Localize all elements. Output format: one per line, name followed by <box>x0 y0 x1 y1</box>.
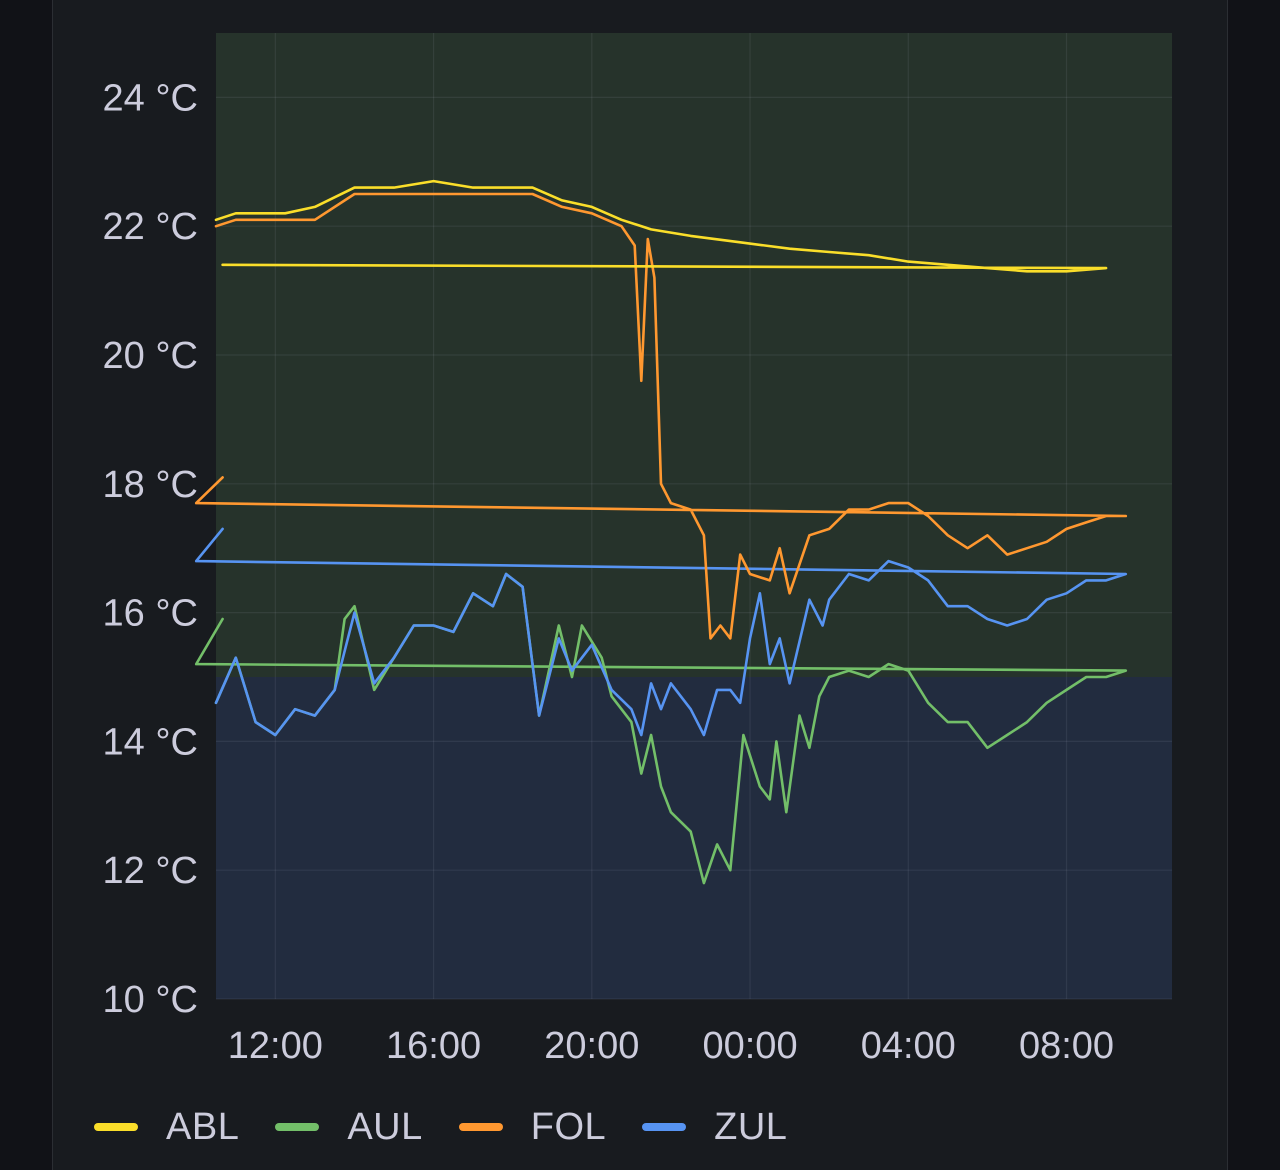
legend-label-abl: ABL <box>166 1105 240 1148</box>
series-line-zul <box>194 527 1128 737</box>
legend: ABL AUL FOL ZUL <box>94 1102 823 1152</box>
series-line-abl <box>214 179 1108 273</box>
x-tick-label: 20:00 <box>544 1025 639 1067</box>
x-tick-label: 12:00 <box>228 1025 323 1067</box>
x-tick-label: 08:00 <box>1019 1025 1114 1067</box>
legend-item-aul[interactable]: AUL <box>275 1106 422 1149</box>
y-tick-label: 10 °C <box>103 979 198 1021</box>
legend-swatch-aul <box>275 1123 320 1131</box>
legend-item-abl[interactable]: ABL <box>94 1106 239 1149</box>
legend-label-aul: AUL <box>347 1105 423 1148</box>
y-tick-label: 14 °C <box>103 721 198 763</box>
x-tick-label: 00:00 <box>702 1025 797 1067</box>
x-tick-label: 04:00 <box>861 1025 956 1067</box>
legend-item-fol[interactable]: FOL <box>458 1105 607 1149</box>
legend-item-zul[interactable]: ZUL <box>642 1106 787 1149</box>
legend-swatch-abl <box>94 1123 138 1131</box>
threshold-region-below <box>216 677 1172 999</box>
y-tick-label: 18 °C <box>103 464 198 506</box>
series-line-aul <box>194 572 1128 885</box>
y-tick-label: 24 °C <box>103 77 198 119</box>
threshold-region-above <box>216 33 1172 677</box>
y-tick-label: 16 °C <box>103 593 198 635</box>
legend-label-fol: FOL <box>530 1105 607 1148</box>
legend-swatch-fol <box>458 1123 503 1131</box>
y-tick-label: 12 °C <box>103 850 198 892</box>
x-tick-label: 16:00 <box>386 1025 481 1067</box>
legend-label-zul: ZUL <box>714 1105 788 1148</box>
line-chart[interactable]: 10 °C 12 °C 14 °C 16 °C 18 °C 20 °C 22 °C 24 °C… <box>0 0 1280 1100</box>
legend-swatch-zul <box>642 1123 687 1131</box>
series-line-fol <box>194 192 1128 640</box>
y-tick-label: 20 °C <box>103 335 198 377</box>
y-tick-label: 22 °C <box>103 206 198 248</box>
